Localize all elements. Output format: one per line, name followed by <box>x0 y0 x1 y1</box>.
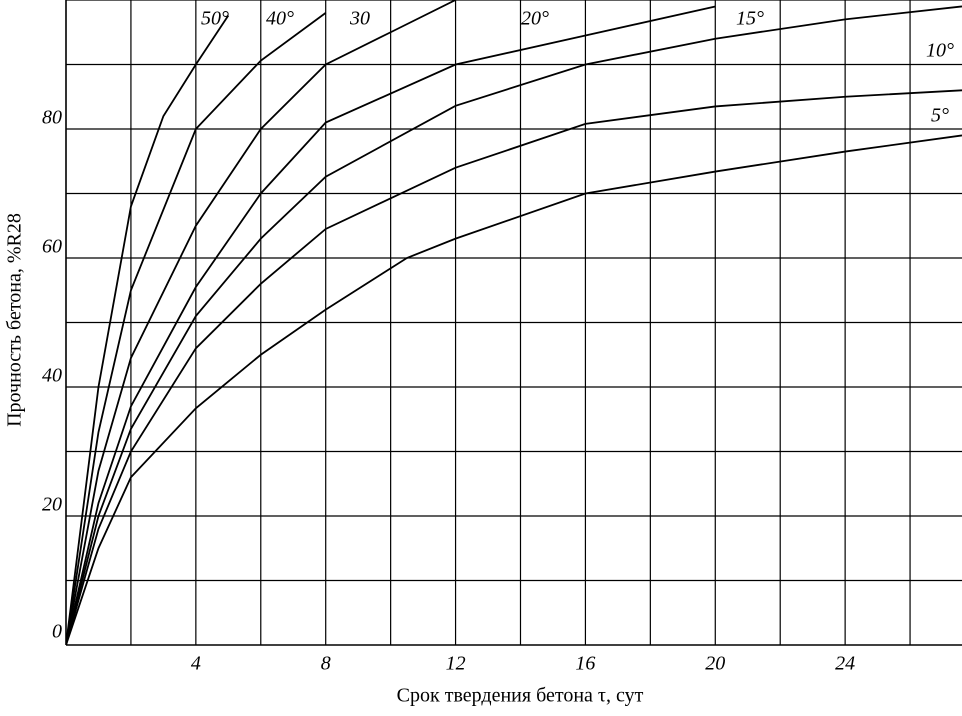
curve-label: 40° <box>266 8 294 30</box>
x-tick-label: 20 <box>705 653 725 675</box>
y-axis-label: Прочность бетона, %R28 <box>4 213 26 427</box>
curve-label: 15° <box>736 8 764 30</box>
curve-label: 20° <box>521 8 549 30</box>
curve <box>66 5 716 645</box>
curve <box>66 14 230 645</box>
curve <box>66 12 327 645</box>
x-tick-label: 24 <box>835 653 855 675</box>
curve-label: 10° <box>926 40 954 62</box>
curve-label: 5° <box>931 105 949 127</box>
y-tick-label: 40 <box>42 365 62 387</box>
curve <box>66 89 962 645</box>
curves <box>66 0 962 645</box>
curve <box>66 5 962 645</box>
curve <box>66 134 962 645</box>
x-axis-label: Срок твердения бетона τ, сут <box>397 685 644 707</box>
curve-label: 50° <box>201 8 229 30</box>
x-tick-label: 4 <box>191 653 201 675</box>
y-tick-label: 20 <box>42 494 62 516</box>
y-tick-label: 80 <box>42 107 62 129</box>
y-tick-label: 60 <box>42 236 62 258</box>
x-tick-label: 12 <box>446 653 466 675</box>
x-tick-label: 8 <box>321 653 331 675</box>
x-tick-label: 16 <box>575 653 595 675</box>
curve <box>66 0 456 645</box>
curve-label: 30 <box>349 8 370 30</box>
y-tick-label: 0 <box>52 621 62 643</box>
